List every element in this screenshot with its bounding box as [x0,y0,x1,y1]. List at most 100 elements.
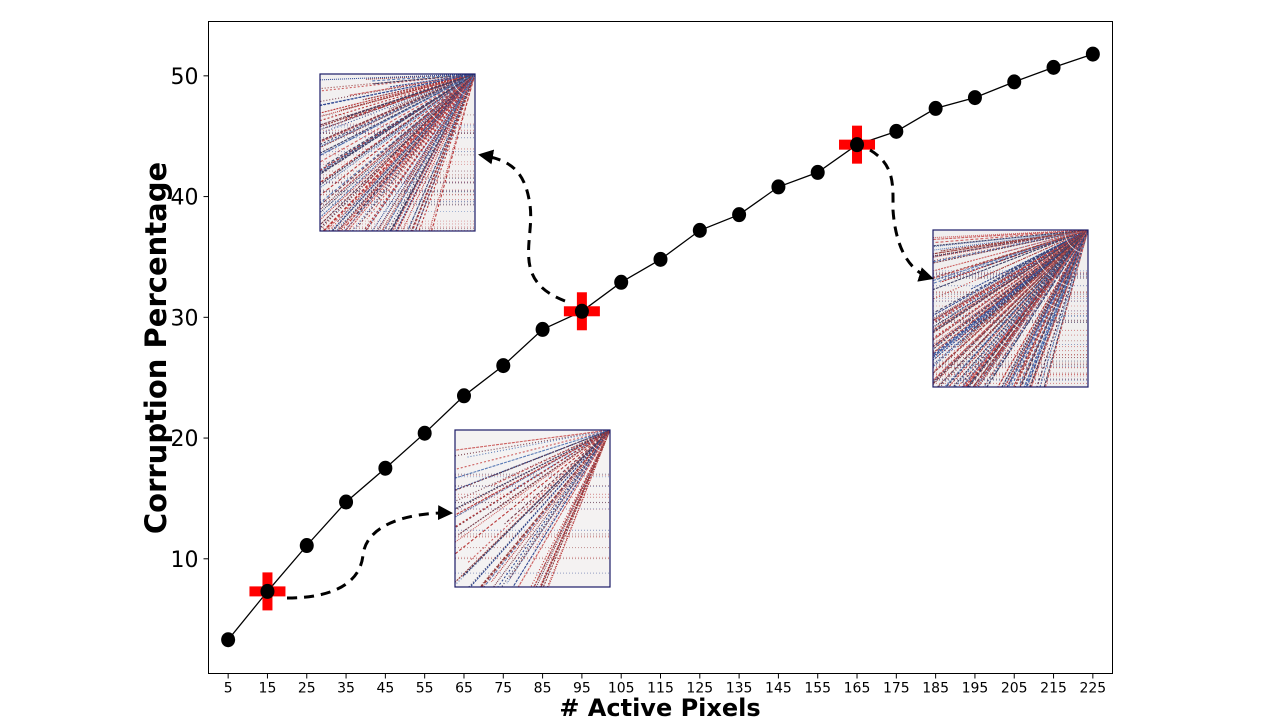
arrow-to-inset-right [869,148,934,282]
inset-ray [490,430,610,478]
x-tick-label: 135 [726,681,753,697]
data-point [614,274,629,290]
inset-ray [512,430,610,587]
inset-ray [320,74,475,122]
inset-ray [504,430,610,525]
inset-ray [1014,230,1088,387]
x-tick-label: 165 [844,681,871,697]
y-tick-label: 50 [171,65,199,90]
data-point [850,137,865,153]
inset-ray [338,74,475,231]
inset-ray [530,430,610,587]
data-point [1085,46,1100,62]
inset-ray [401,74,475,231]
inset-ray [455,430,610,470]
inset-ray [332,74,475,231]
data-point [1007,74,1022,90]
inset-ray [933,230,1088,320]
y-axis-title: Corruption Percentage [139,162,173,534]
inset-ray [376,74,475,199]
inset-ray [414,74,475,231]
inset-ray [461,430,610,578]
data-point [928,100,943,116]
inset-ray [933,230,1088,385]
inset-ray [933,230,1088,300]
inset-ray [983,230,1088,387]
inset-ray [320,74,475,163]
data-point [692,222,707,238]
inset-ray [969,230,1088,291]
inset-ray [933,230,1088,255]
inset-ray [509,430,610,580]
inset-ray [546,430,610,587]
inset-ray [940,230,1088,283]
inset-ray [993,230,1088,361]
inset-ray [542,430,610,587]
inset-lower-middle [454,429,611,588]
x-tick-label: 195 [962,681,989,697]
x-tick-label: 75 [494,681,512,697]
inset-ray [388,74,475,88]
data-point [496,358,511,374]
x-axis-ticks: 5 15 25 35 45 55 65 75 85 95 105 115 125 135 145 155 165… [224,673,1106,697]
inset-ray [933,230,1088,361]
inset-ray [347,74,475,231]
inset-ray [381,74,475,231]
inset-ray [320,74,475,114]
inset-ray [340,74,475,192]
inset-ray [320,74,475,157]
data-point [771,179,786,195]
inset-upper-left [319,73,476,232]
inset-ray [340,74,475,111]
inset-ray [1025,230,1088,387]
inset-ray [431,74,475,231]
inset-ray [970,230,1088,331]
inset-ray [382,74,475,231]
x-tick-label: 45 [376,681,394,697]
y-tick-label: 30 [171,306,199,331]
inset-ray [992,230,1088,376]
inset-ray [335,74,475,231]
inset-ray [479,430,610,587]
x-tick-label: 155 [804,681,831,697]
inset-ray [396,74,475,231]
inset-ray [933,230,1088,244]
inset-ray [933,230,1088,322]
x-tick-label: 215 [1040,681,1067,697]
x-tick-label: 55 [416,681,434,697]
inset-ray [351,74,475,231]
inset-ray [967,230,1088,387]
inset-ray [320,74,475,142]
inset-ray [961,230,1088,384]
x-tick-label: 25 [298,681,316,697]
inset-ray [455,430,610,479]
inset-ray [982,230,1088,268]
inset-ray [933,230,1088,325]
y-tick-label: 10 [171,548,199,573]
inset-ray [1023,230,1088,387]
y-axis-ticks: 10 20 30 40 50 [171,65,209,573]
inset-ray [491,430,610,583]
x-tick-label: 175 [883,681,910,697]
inset-ray [933,230,1088,334]
data-point [967,90,982,106]
inset-ray [320,74,475,128]
inset-ray [320,74,475,90]
inset-ray [933,230,1088,375]
inset-ray [933,230,1088,316]
x-tick-label: 35 [337,681,355,697]
inset-ray [339,74,475,159]
inset-ray [375,74,475,149]
inset-ray [933,230,1088,357]
data-point [299,538,314,554]
inset-ray [533,430,610,550]
inset-ray [933,230,1088,285]
data-point [378,460,393,476]
inset-ray [389,74,475,159]
data-point [260,583,275,599]
inset-ray [320,74,475,149]
inset-ray [933,230,1088,262]
inset-ray [320,74,475,197]
inset-ray [1019,230,1088,387]
